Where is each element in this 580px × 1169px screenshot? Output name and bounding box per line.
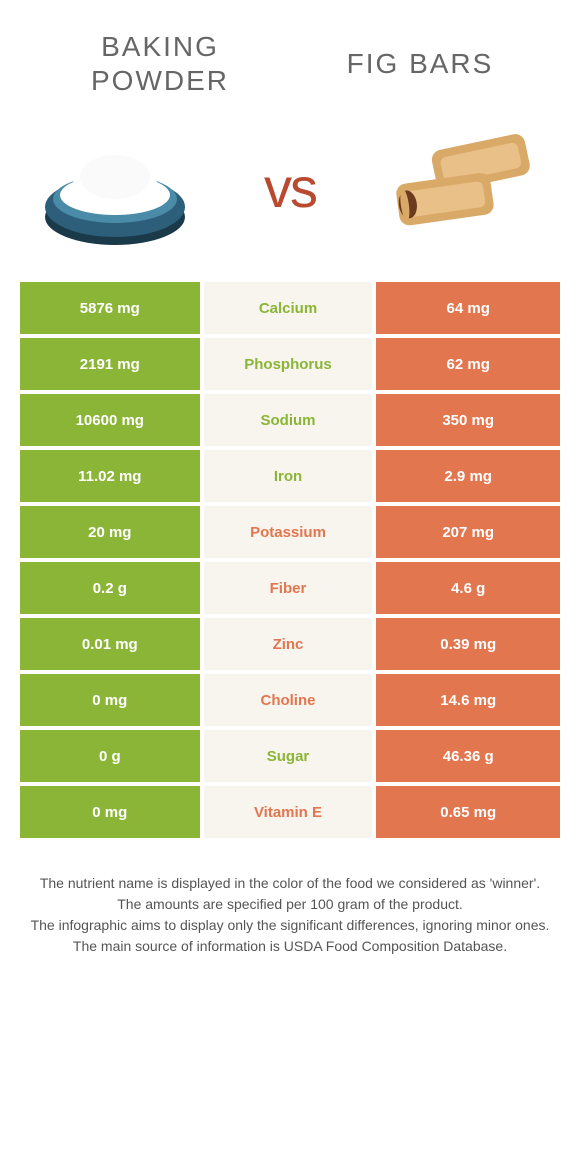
table-row: 0.2 gFiber4.6 g [20, 558, 560, 614]
right-value: 14.6 mg [376, 674, 560, 726]
left-value: 0.2 g [20, 562, 204, 614]
nutrient-label: Sodium [204, 394, 377, 446]
left-value: 11.02 mg [20, 450, 204, 502]
left-title: Baking Powder [30, 30, 290, 97]
left-value: 0.01 mg [20, 618, 204, 670]
left-value: 0 mg [20, 674, 204, 726]
left-title-line1: Baking [101, 31, 219, 62]
right-value: 46.36 g [376, 730, 560, 782]
right-value: 62 mg [376, 338, 560, 390]
vs-label: vs [264, 155, 316, 220]
left-value: 0 mg [20, 786, 204, 838]
table-row: 0 mgVitamin E0.65 mg [20, 782, 560, 838]
left-value: 2191 mg [20, 338, 204, 390]
footer-line-2: The amounts are specified per 100 gram o… [30, 894, 550, 915]
nutrient-table: 5876 mgCalcium64 mg2191 mgPhosphorus62 m… [20, 282, 560, 838]
nutrient-label: Phosphorus [204, 338, 377, 390]
nutrient-label: Fiber [204, 562, 377, 614]
header: Baking Powder Fig Bars [20, 30, 560, 97]
images-row: vs [20, 117, 560, 257]
footer-line-1: The nutrient name is displayed in the co… [30, 873, 550, 894]
nutrient-label: Potassium [204, 506, 377, 558]
nutrient-label: Iron [204, 450, 377, 502]
nutrient-label: Calcium [204, 282, 377, 334]
left-value: 20 mg [20, 506, 204, 558]
left-value: 0 g [20, 730, 204, 782]
table-row: 11.02 mgIron2.9 mg [20, 446, 560, 502]
right-value: 4.6 g [376, 562, 560, 614]
right-value: 207 mg [376, 506, 560, 558]
nutrient-label: Choline [204, 674, 377, 726]
right-value: 64 mg [376, 282, 560, 334]
table-row: 20 mgPotassium207 mg [20, 502, 560, 558]
left-value: 5876 mg [20, 282, 204, 334]
right-title: Fig Bars [290, 47, 550, 81]
table-row: 0 mgCholine14.6 mg [20, 670, 560, 726]
table-row: 0.01 mgZinc0.39 mg [20, 614, 560, 670]
footer-line-3: The infographic aims to display only the… [30, 915, 550, 936]
nutrient-label: Vitamin E [204, 786, 377, 838]
footer-line-4: The main source of information is USDA F… [30, 936, 550, 957]
right-value: 2.9 mg [376, 450, 560, 502]
right-value: 350 mg [376, 394, 560, 446]
table-row: 2191 mgPhosphorus62 mg [20, 334, 560, 390]
baking-powder-icon [25, 117, 205, 257]
right-value: 0.39 mg [376, 618, 560, 670]
left-value: 10600 mg [20, 394, 204, 446]
right-value: 0.65 mg [376, 786, 560, 838]
fig-bars-icon [375, 117, 555, 257]
nutrient-label: Zinc [204, 618, 377, 670]
left-title-line2: Powder [91, 65, 229, 96]
table-row: 10600 mgSodium350 mg [20, 390, 560, 446]
nutrient-label: Sugar [204, 730, 377, 782]
table-row: 5876 mgCalcium64 mg [20, 282, 560, 334]
table-row: 0 gSugar46.36 g [20, 726, 560, 782]
footer: The nutrient name is displayed in the co… [20, 873, 560, 957]
